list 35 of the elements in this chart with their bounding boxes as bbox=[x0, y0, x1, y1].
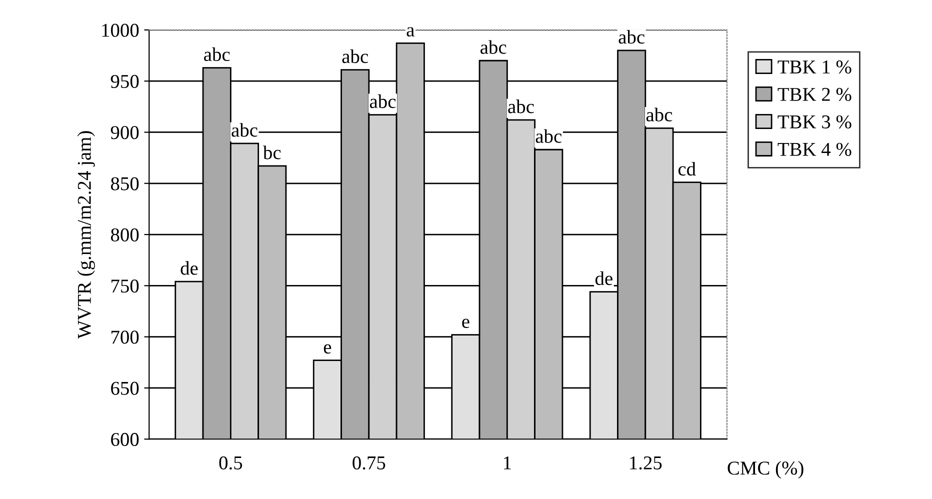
y-axis-title: WVTR (g.mm/m2.24 jam) bbox=[77, 131, 95, 339]
data-label: cd bbox=[678, 162, 696, 176]
legend-label: TBK 1 % bbox=[778, 60, 852, 74]
y-tick-label: 600 bbox=[111, 432, 139, 446]
data-label: e bbox=[462, 318, 470, 328]
legend-label: TBK 3 % bbox=[778, 115, 852, 129]
data-label: abc bbox=[204, 47, 230, 62]
data-label: abc bbox=[646, 108, 672, 122]
y-tick-label: 800 bbox=[110, 228, 139, 242]
data-label: e bbox=[324, 344, 332, 354]
y-tick-label: 950 bbox=[110, 74, 139, 88]
x-tick-label: 1 bbox=[504, 456, 511, 470]
x-tick-label: 0.75 bbox=[352, 456, 386, 470]
data-label: abc bbox=[232, 123, 258, 137]
data-label: bc bbox=[262, 146, 281, 160]
data-label: abc bbox=[508, 100, 534, 114]
x-tick-label: 1.25 bbox=[630, 456, 662, 470]
data-label: abc bbox=[370, 94, 396, 108]
data-label: abc bbox=[536, 129, 562, 143]
legend-label: TBK 4 % bbox=[778, 142, 852, 156]
y-tick-label: 750 bbox=[112, 279, 139, 293]
data-label: de bbox=[595, 271, 612, 286]
x-tick-label: 0.5 bbox=[219, 456, 242, 470]
data-label: de bbox=[180, 261, 198, 275]
data-label: a bbox=[406, 27, 414, 37]
y-tick-label: 650 bbox=[111, 382, 139, 395]
legend-label: TBK 2 % bbox=[778, 88, 852, 102]
y-tick-label: 700 bbox=[112, 330, 139, 344]
y-tick-label: 850 bbox=[110, 177, 139, 190]
y-tick-label: 900 bbox=[110, 126, 139, 140]
y-tick-label: 1000 bbox=[102, 24, 139, 37]
data-label: abc bbox=[618, 30, 644, 44]
x-axis-title: CMC (%) bbox=[728, 460, 804, 479]
data-label: abc bbox=[480, 40, 506, 54]
data-label: abc bbox=[342, 49, 368, 64]
